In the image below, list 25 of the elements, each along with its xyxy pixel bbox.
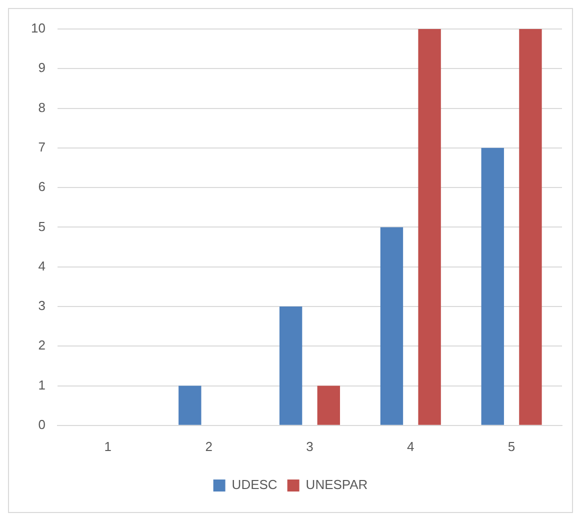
y-tick-label: 6 [38,179,46,194]
bar [178,386,202,425]
y-tick-label: 0 [38,416,46,432]
legend-label: UNESPAR [306,477,368,492]
y-tick-label: 8 [38,100,46,115]
bar [317,386,340,425]
y-tick-label: 1 [38,377,46,392]
x-tick-label: 2 [205,438,212,454]
x-tick-label: 4 [407,438,414,454]
y-tick-label: 7 [38,140,46,154]
x-tick-label: 5 [508,438,516,454]
bar [418,29,441,425]
bar [519,29,542,425]
y-tick-label: 5 [38,218,46,234]
y-tick-label: 9 [38,60,46,76]
bar [380,227,404,425]
x-tick-label: 1 [104,438,112,454]
y-tick-label: 10 [30,20,46,36]
y-tick-label: 2 [38,338,46,353]
y-tick-label: 3 [38,298,46,314]
y-tick-label: 4 [38,258,46,274]
x-tick-label: 3 [306,438,314,454]
legend-label: UDESC [232,477,278,492]
bar [481,148,504,425]
bar [279,306,302,425]
